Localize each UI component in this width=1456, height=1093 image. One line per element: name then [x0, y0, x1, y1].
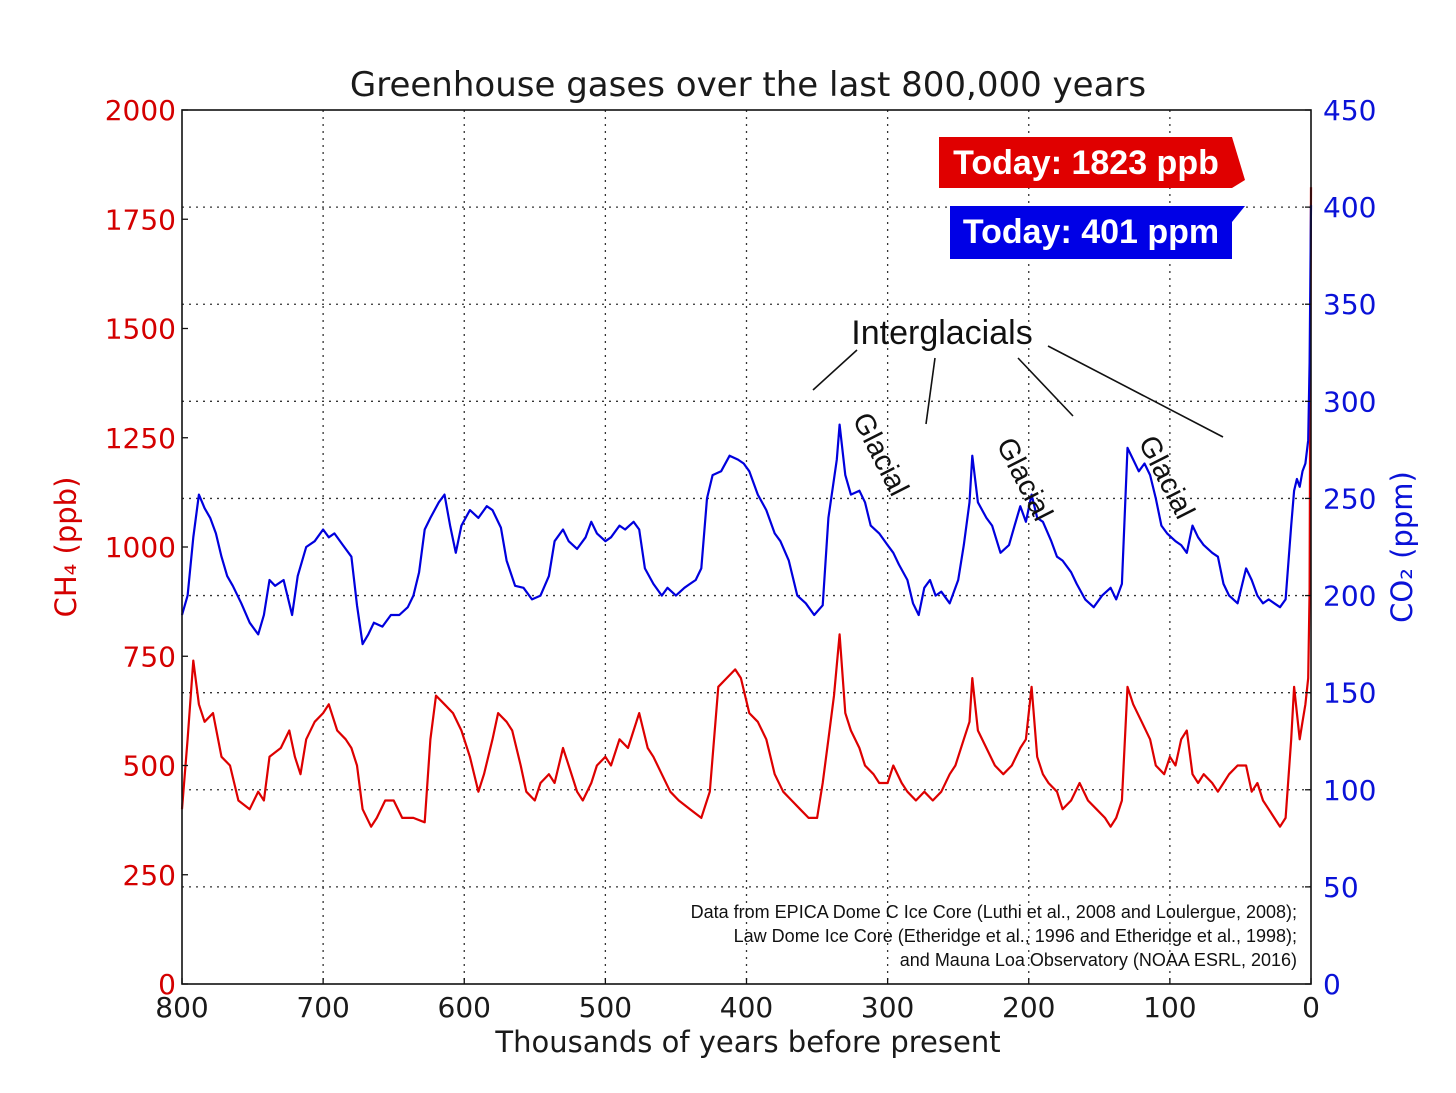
x-axis-ticks: 800 700 600 500 400 300 200 100 0	[155, 978, 1320, 1024]
series-line-ch4	[180, 187, 1313, 828]
left-tick-0: 0	[158, 968, 176, 1001]
series-line-co2	[180, 205, 1313, 646]
today-co2-text: Today: 401 ppm	[963, 213, 1219, 251]
right-axis-ticks: 0 50 100 150 200 250 300 350 400 450	[1305, 94, 1376, 1001]
interglacial-pointer-3	[1017, 357, 1074, 417]
right-tick-100: 100	[1323, 774, 1376, 807]
horizontal-gridlines	[182, 206, 1311, 888]
x-tick-300: 300	[861, 991, 914, 1024]
x-axis-title: Thousands of years before present	[494, 1025, 1000, 1059]
source-line-3: and Mauna Loa Observatory (NOAA ESRL, 20…	[900, 950, 1297, 970]
source-line-2: Law Dome Ice Core (Etheridge et al., 199…	[734, 926, 1297, 946]
today-co2-badge: Today: 401 ppm	[950, 206, 1245, 259]
chart-title: Greenhouse gases over the last 800,000 y…	[350, 65, 1146, 105]
right-tick-400: 400	[1323, 191, 1376, 224]
x-tick-400: 400	[720, 991, 773, 1024]
left-tick-1500: 1500	[105, 313, 176, 346]
today-ch4-badge: Today: 1823 ppb	[939, 137, 1245, 188]
glacial-label-3: Glacial	[1132, 431, 1201, 525]
left-tick-250: 250	[123, 859, 176, 892]
interglacial-pointer-1	[812, 349, 858, 391]
vertical-gridlines	[322, 110, 1171, 984]
glacial-label-1: Glacial	[846, 408, 915, 502]
left-tick-1250: 1250	[105, 422, 176, 455]
left-tick-1000: 1000	[105, 531, 176, 564]
interglacial-pointer-lines	[812, 345, 1224, 438]
right-tick-300: 300	[1323, 385, 1376, 418]
right-tick-350: 350	[1323, 288, 1376, 321]
x-tick-100: 100	[1143, 991, 1196, 1024]
interglacial-pointer-2	[925, 357, 936, 425]
right-tick-200: 200	[1323, 580, 1376, 613]
left-tick-500: 500	[123, 750, 176, 783]
right-tick-150: 150	[1323, 677, 1376, 710]
left-axis-title: CH₄ (ppb)	[49, 477, 83, 618]
today-ch4-text: Today: 1823 ppb	[953, 144, 1219, 182]
x-tick-500: 500	[579, 991, 632, 1024]
data-source-note: Data from EPICA Dome C Ice Core (Luthi e…	[691, 902, 1297, 970]
x-tick-600: 600	[438, 991, 491, 1024]
left-tick-750: 750	[123, 640, 176, 673]
series-layer	[180, 187, 1313, 828]
x-tick-200: 200	[1002, 991, 1055, 1024]
x-tick-700: 700	[296, 991, 349, 1024]
right-axis-title: CO₂ (ppm)	[1385, 471, 1419, 623]
today-co2-badge-bg	[950, 206, 1245, 259]
right-tick-250: 250	[1323, 482, 1376, 515]
right-tick-0: 0	[1323, 968, 1341, 1001]
left-tick-1750: 1750	[105, 203, 176, 236]
right-tick-50: 50	[1323, 871, 1359, 904]
left-tick-2000: 2000	[105, 94, 176, 127]
glacial-label-2: Glacial	[990, 433, 1059, 527]
right-tick-450: 450	[1323, 94, 1376, 127]
interglacial-pointer-4	[1047, 345, 1224, 438]
interglacials-label: Interglacials	[851, 314, 1032, 352]
today-ch4-badge-bg	[939, 137, 1245, 188]
left-axis-ticks: 0 250 500 750 1000 1250 1500 1750 2000	[105, 94, 188, 1001]
x-tick-800: 800	[155, 991, 208, 1024]
source-line-1: Data from EPICA Dome C Ice Core (Luthi e…	[691, 902, 1297, 922]
x-tick-0: 0	[1302, 991, 1320, 1024]
